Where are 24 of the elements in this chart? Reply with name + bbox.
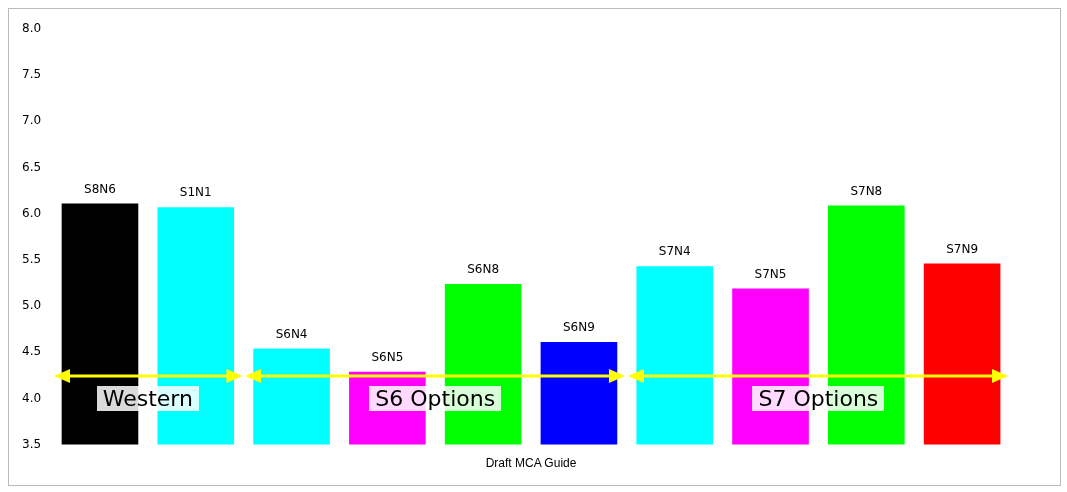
y-tick-label: 4.5 [21,344,42,359]
annotation: Western [96,386,199,412]
y-tick-label: 6.0 [21,205,42,220]
x-tick-label: S6N8 [467,262,500,277]
x-axis-title: Draft MCA Guide [485,456,577,471]
x-tick-label: S7N8 [850,183,883,198]
x-tick-label: S6N9 [563,320,595,335]
x-tick-label: S6N4 [275,326,308,341]
x-tick-label: S1N1 [179,185,212,200]
y-tick-label: 6.5 [21,159,42,174]
x-tick-label: S8N6 [84,181,116,196]
y-tick-label: 8.0 [21,21,42,36]
x-tick-label: S7N9 [946,241,979,256]
annotation: S6 Options [369,386,502,412]
annotation: S7 Options [752,386,885,412]
y-tick-label: 5.5 [21,252,42,267]
y-tick-label: 7.0 [21,113,42,128]
x-tick-label: S6N5 [371,349,404,364]
y-tick-label: 4.0 [21,390,42,405]
y-tick-label: 7.5 [21,67,42,82]
x-tick-label: S7N4 [658,244,691,259]
y-tick-label: 3.5 [21,436,42,451]
x-tick-label: S7N5 [754,266,787,281]
y-tick-label: 5.0 [21,298,42,313]
